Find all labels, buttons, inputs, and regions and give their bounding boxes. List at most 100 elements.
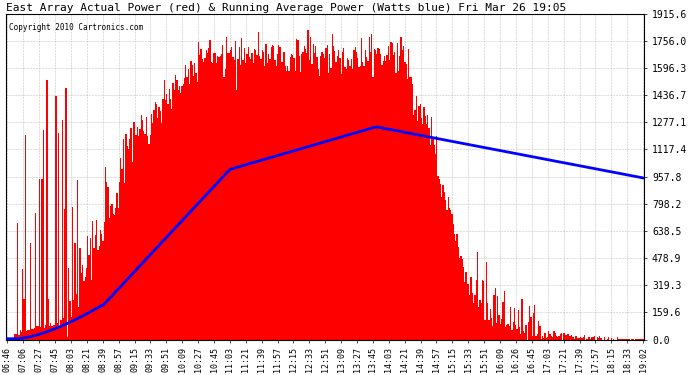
Bar bbox=[607, 339, 608, 340]
Bar bbox=[436, 136, 437, 340]
Bar bbox=[326, 45, 328, 340]
Bar bbox=[361, 38, 362, 340]
Bar bbox=[245, 63, 246, 340]
Bar bbox=[473, 303, 474, 340]
Bar bbox=[114, 215, 115, 340]
Bar bbox=[514, 308, 515, 340]
Bar bbox=[480, 300, 481, 340]
Bar bbox=[293, 58, 295, 340]
Bar bbox=[556, 336, 557, 340]
Bar bbox=[287, 66, 288, 340]
Bar bbox=[93, 248, 95, 340]
Bar bbox=[420, 104, 421, 340]
Bar bbox=[254, 49, 255, 340]
Bar bbox=[322, 52, 323, 340]
Bar bbox=[397, 43, 398, 340]
Bar bbox=[301, 54, 302, 340]
Bar bbox=[34, 328, 35, 340]
Bar bbox=[170, 99, 171, 340]
Bar bbox=[258, 32, 259, 340]
Bar bbox=[542, 336, 543, 340]
Bar bbox=[323, 54, 324, 340]
Bar bbox=[76, 294, 77, 340]
Bar bbox=[288, 71, 290, 340]
Bar bbox=[295, 71, 296, 340]
Bar bbox=[391, 43, 393, 340]
Bar bbox=[347, 58, 348, 340]
Bar bbox=[622, 339, 623, 340]
Bar bbox=[83, 281, 85, 340]
Bar bbox=[332, 34, 333, 340]
Bar bbox=[635, 339, 636, 340]
Bar bbox=[292, 56, 293, 340]
Bar bbox=[590, 339, 591, 340]
Bar bbox=[190, 61, 192, 340]
Bar bbox=[589, 338, 590, 340]
Bar bbox=[311, 64, 313, 340]
Bar bbox=[400, 37, 402, 340]
Bar bbox=[228, 53, 230, 340]
Bar bbox=[55, 96, 57, 340]
Bar bbox=[566, 335, 567, 340]
Bar bbox=[159, 111, 161, 340]
Bar bbox=[253, 63, 254, 340]
Bar bbox=[588, 337, 589, 340]
Bar bbox=[95, 236, 96, 340]
Bar bbox=[513, 322, 514, 340]
Bar bbox=[450, 210, 451, 340]
Bar bbox=[188, 69, 189, 340]
Bar bbox=[498, 315, 500, 340]
Bar bbox=[100, 230, 101, 340]
Bar bbox=[569, 336, 570, 340]
Bar bbox=[96, 220, 97, 340]
Bar bbox=[21, 332, 22, 340]
Bar bbox=[407, 79, 408, 340]
Bar bbox=[581, 338, 582, 340]
Bar bbox=[257, 55, 258, 340]
Bar bbox=[409, 77, 411, 340]
Bar bbox=[430, 145, 431, 340]
Bar bbox=[557, 337, 558, 340]
Bar bbox=[235, 41, 236, 340]
Bar bbox=[608, 337, 609, 340]
Bar bbox=[315, 46, 316, 340]
Bar bbox=[543, 338, 544, 340]
Bar bbox=[525, 325, 526, 340]
Bar bbox=[564, 334, 566, 340]
Bar bbox=[320, 56, 322, 340]
Bar bbox=[623, 339, 624, 340]
Bar bbox=[230, 50, 231, 340]
Bar bbox=[538, 321, 540, 340]
Bar bbox=[570, 336, 571, 340]
Bar bbox=[576, 336, 578, 340]
Bar bbox=[579, 338, 580, 340]
Bar bbox=[386, 56, 388, 340]
Bar bbox=[482, 280, 483, 340]
Bar bbox=[341, 74, 342, 340]
Bar bbox=[398, 72, 399, 340]
Bar bbox=[215, 54, 216, 340]
Bar bbox=[283, 53, 284, 340]
Bar bbox=[308, 60, 310, 340]
Bar bbox=[516, 330, 518, 340]
Bar bbox=[208, 48, 209, 340]
Bar bbox=[70, 317, 72, 340]
Bar bbox=[380, 54, 382, 340]
Bar bbox=[549, 334, 551, 340]
Bar bbox=[146, 117, 147, 340]
Bar bbox=[184, 78, 185, 340]
Bar bbox=[37, 326, 39, 340]
Bar bbox=[237, 59, 239, 340]
Bar bbox=[580, 336, 581, 340]
Bar bbox=[334, 51, 335, 340]
Bar bbox=[128, 150, 129, 340]
Bar bbox=[144, 134, 146, 340]
Bar bbox=[518, 310, 519, 340]
Bar bbox=[385, 61, 386, 340]
Bar bbox=[304, 45, 305, 340]
Bar bbox=[67, 337, 68, 340]
Bar bbox=[195, 73, 197, 340]
Bar bbox=[316, 57, 317, 340]
Bar bbox=[464, 282, 465, 340]
Bar bbox=[393, 55, 394, 340]
